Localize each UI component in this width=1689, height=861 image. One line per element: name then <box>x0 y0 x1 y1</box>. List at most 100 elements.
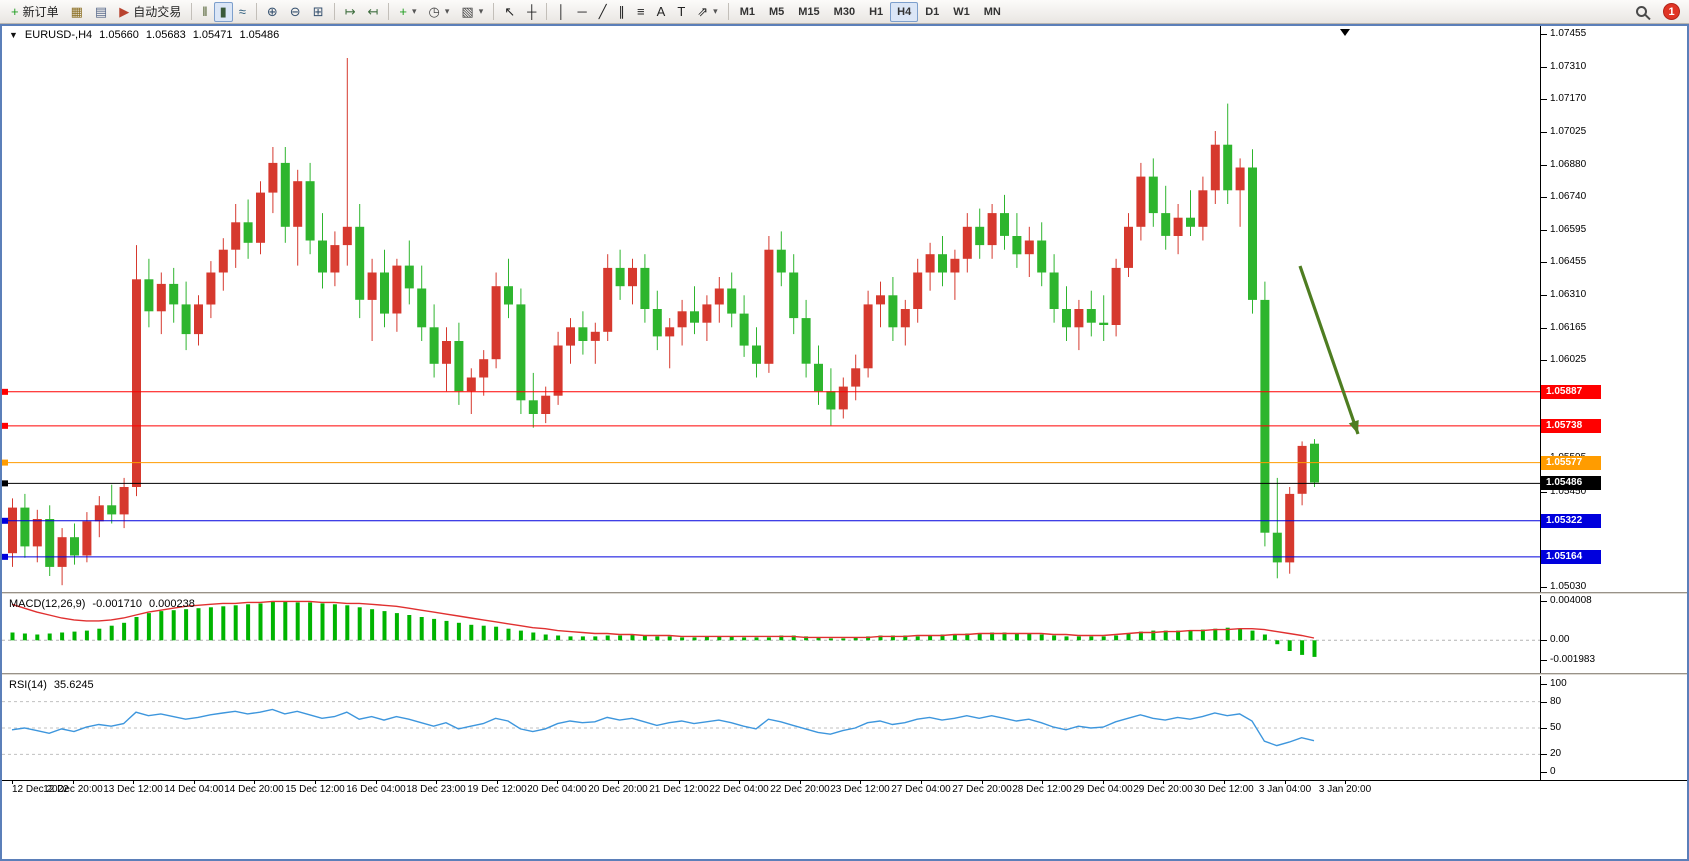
price-level-badge: 1.05486 <box>1541 476 1601 490</box>
pane-splitter[interactable] <box>2 592 1687 595</box>
new-chart-button[interactable]: ▦ <box>65 2 89 22</box>
price-tick-label: 1.06880 <box>1541 159 1587 170</box>
chart-shift-button[interactable]: ↤ <box>362 2 385 22</box>
rsi-axis[interactable]: 100 80 50 20 0 <box>1540 676 1687 780</box>
candle-body <box>615 267 625 287</box>
timeframe-w1[interactable]: W1 <box>953 5 970 18</box>
time-tick-label: 3 Jan 20:00 <box>1318 784 1372 795</box>
candle-body <box>814 363 823 392</box>
time-tick-label: 20 Dec 04:00 <box>527 784 587 795</box>
candle-body <box>8 507 17 554</box>
rsi-tick-label: 50 <box>1541 722 1562 733</box>
bar-chart-button[interactable]: ǁ <box>196 2 213 22</box>
candle-body <box>1297 445 1307 494</box>
candle-body <box>94 505 104 522</box>
crosshair-button[interactable]: ┼ <box>521 2 542 22</box>
candle-body <box>32 519 42 547</box>
auto-trading-button[interactable]: ▶ 自动交易 <box>113 2 187 22</box>
ohlc-toggle-icon[interactable]: ▼ <box>9 30 18 40</box>
vertical-line-button[interactable]: │ <box>551 2 571 22</box>
candle-body <box>491 286 501 360</box>
candle-body <box>355 226 365 300</box>
fibonacci-button[interactable]: ≡ <box>631 2 651 22</box>
time-tick <box>194 781 195 784</box>
main-chart-canvas[interactable] <box>2 26 1540 592</box>
search-icon[interactable] <box>1636 6 1647 17</box>
candle-body <box>1148 176 1158 214</box>
price-tick-label: 1.07025 <box>1541 126 1587 137</box>
timeframe-m5[interactable]: M5 <box>768 5 785 18</box>
new-order-button[interactable]: + 新订单 <box>5 2 65 22</box>
candle-body <box>1248 167 1257 300</box>
line-chart-button[interactable]: ≈ <box>233 2 252 22</box>
chart-shift-marker[interactable] <box>1340 29 1350 36</box>
dropdown-arrow-icon: ▾ <box>444 6 450 16</box>
timeframe-h4[interactable]: H4 <box>890 1 919 22</box>
candle-body <box>1012 236 1022 255</box>
timeframe-mn[interactable]: MN <box>983 5 1001 18</box>
cursor-button[interactable]: ↖ <box>498 2 521 22</box>
price-tick-label: 1.07310 <box>1541 61 1587 72</box>
templates-button[interactable]: ▧ ▾ <box>455 2 489 22</box>
candle-body <box>541 395 551 414</box>
annotation-arrow[interactable] <box>1298 265 1360 435</box>
candle-body <box>1062 309 1071 328</box>
text-button[interactable]: A <box>651 2 672 22</box>
candle-body <box>1037 240 1047 273</box>
macd-canvas[interactable] <box>2 595 1540 673</box>
time-axis[interactable]: 12 Dec 2022 12 Dec 20:00 13 Dec 12:00 14 De… <box>2 780 1687 796</box>
crosshair-icon: ┼ <box>527 4 537 19</box>
rsi-canvas[interactable] <box>2 676 1540 780</box>
periods-button[interactable]: ◷ ▾ <box>423 2 456 22</box>
pane-splitter[interactable] <box>2 673 1687 676</box>
profiles-button[interactable]: ▤ <box>89 2 113 22</box>
zoom-in-button[interactable]: ⊕ <box>261 2 284 22</box>
macd-signal-line <box>11 600 1315 639</box>
time-tick <box>1345 781 1346 784</box>
chart-window-icon: ▦ <box>70 4 83 19</box>
tile-windows-button[interactable]: ⊞ <box>307 2 330 22</box>
timeframe-d1[interactable]: D1 <box>925 5 940 18</box>
timeframe-h1[interactable]: H1 <box>869 5 884 18</box>
candle-body <box>107 505 117 515</box>
horizontal-line-button[interactable]: ─ <box>572 2 593 22</box>
price-tick-label: 1.06740 <box>1541 191 1587 202</box>
indicators-button[interactable]: + ▾ <box>393 2 422 22</box>
candle-body <box>305 181 315 241</box>
trendline-button[interactable]: ╱ <box>593 2 613 22</box>
notification-badge[interactable]: 1 <box>1663 3 1680 20</box>
rsi-line <box>11 708 1315 747</box>
time-tick-label: 14 Dec 20:00 <box>224 784 284 795</box>
timeframe-m1[interactable]: M1 <box>739 5 755 18</box>
price-axis[interactable]: 1.07455 1.07310 1.07170 1.07025 1.06880 1.067… <box>1540 26 1687 592</box>
candle-body <box>218 249 228 273</box>
channel-button[interactable]: ∥ <box>613 2 632 22</box>
candle-body <box>888 295 898 328</box>
timeframe-m30[interactable]: M30 <box>833 5 856 18</box>
candle-body <box>479 359 489 378</box>
zoom-out-button[interactable]: ⊖ <box>284 2 307 22</box>
arrows-button[interactable]: ⇗ ▾ <box>691 2 723 22</box>
candle-body <box>82 521 92 556</box>
candle-body <box>640 267 650 309</box>
chart-shift-icon: ↤ <box>367 4 379 19</box>
macd-tick-label: 0.00 <box>1541 634 1570 645</box>
dropdown-arrow-icon: ▾ <box>412 6 417 16</box>
level-left-marker <box>2 459 8 466</box>
toolbar-separator <box>727 3 729 20</box>
time-tick <box>254 781 255 784</box>
dropdown-arrow-icon: ▾ <box>478 6 484 16</box>
time-tick-label: 16 Dec 04:00 <box>346 784 406 795</box>
time-tick-label: 14 Dec 04:00 <box>164 784 224 795</box>
candle-body <box>57 537 67 567</box>
macd-axis[interactable]: 0.004008 0.00 -0.001983 <box>1540 595 1687 673</box>
auto-scroll-button[interactable]: ↦ <box>339 2 362 22</box>
text-label-button[interactable]: T <box>671 2 691 22</box>
new-order-button-label: 新订单 <box>22 5 59 19</box>
candle-body <box>132 279 141 487</box>
candlestick-button[interactable]: ▮ <box>213 1 233 22</box>
time-tick-label: 23 Dec 12:00 <box>830 784 890 795</box>
level-left-marker <box>2 480 8 487</box>
candle-body <box>1049 272 1059 309</box>
timeframe-m15[interactable]: M15 <box>798 5 820 18</box>
